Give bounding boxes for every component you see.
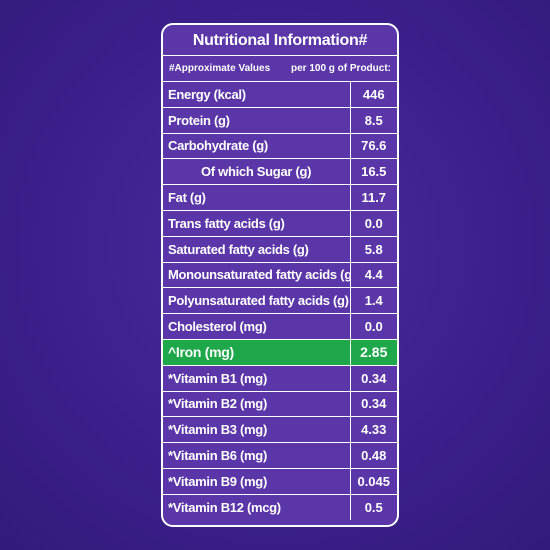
nutrient-name: Protein (g)	[163, 106, 350, 134]
nutrient-name: *Vitamin B1 (mg)	[163, 364, 350, 392]
nutrient-value: 4.33	[349, 416, 397, 443]
table-row: *Vitamin B3 (mg) 4.33	[163, 416, 397, 443]
nutrient-name: Fat (g)	[163, 184, 350, 211]
table-row: Fat (g) 11.7	[163, 184, 397, 211]
nutrient-name: *Vitamin B9 (mg)	[163, 467, 350, 495]
nutrient-value: 0.0	[349, 209, 397, 237]
table-row: Trans fatty acids (g) 0.0	[163, 209, 397, 237]
table-row: Energy (kcal) 446	[163, 81, 397, 108]
table-row: *Vitamin B1 (mg) 0.34	[163, 364, 397, 392]
nutrient-name: Trans fatty acids (g)	[163, 209, 350, 237]
nutrient-name: *Vitamin B2 (mg)	[163, 390, 350, 417]
nutrient-name: *Vitamin B3 (mg)	[163, 416, 350, 443]
table-row: *Vitamin B9 (mg) 0.045	[163, 467, 397, 495]
subheader: #Approximate Values per 100 g of Product…	[163, 55, 397, 81]
nutrient-name: Carbohydrate (g)	[163, 132, 350, 159]
nutrient-value: 2.85	[349, 338, 397, 366]
nutrient-value: 16.5	[349, 158, 397, 185]
nutrient-value: 76.6	[349, 132, 397, 159]
table-row: Saturated fatty acids (g) 5.8	[163, 235, 397, 263]
table-row: Polyunsaturated fatty acids (g) 1.4	[163, 287, 397, 314]
nutrient-value: 11.7	[349, 184, 397, 211]
nutrient-value: 0.5	[349, 493, 397, 521]
nutrient-name: Cholesterol (mg)	[163, 313, 350, 340]
table-row: Protein (g) 8.5	[163, 106, 397, 134]
nutrient-value: 0.34	[349, 390, 397, 417]
table-row: Carbohydrate (g) 76.6	[163, 132, 397, 159]
nutrient-name: Energy (kcal)	[163, 81, 350, 108]
nutrient-name: ^Iron (mg)	[163, 338, 350, 366]
table-row: *Vitamin B2 (mg) 0.34	[163, 390, 397, 417]
panel-title: Nutritional Information#	[192, 32, 368, 49]
nutrient-value: 446	[349, 81, 397, 108]
nutrient-value: 5.8	[349, 235, 397, 263]
nutrient-value: 4.4	[349, 261, 397, 288]
nutrition-table: Energy (kcal) 446 Protein (g) 8.5 Carboh…	[163, 81, 397, 521]
nutrient-value: 8.5	[349, 106, 397, 134]
nutrient-value: 0.48	[349, 442, 397, 469]
nutrition-panel: Nutritional Information# #Approximate Va…	[161, 23, 399, 527]
table-row-highlighted: ^Iron (mg) 2.85	[163, 338, 397, 366]
nutrient-value: 0.0	[349, 313, 397, 340]
table-row: *Vitamin B12 (mcg) 0.5	[163, 493, 397, 521]
table-row: Monounsaturated fatty acids (g) 4.4	[163, 261, 397, 288]
table-row: *Vitamin B6 (mg) 0.48	[163, 442, 397, 469]
subheader-right: per 100 g of Product:	[290, 63, 391, 74]
nutrient-name: Saturated fatty acids (g)	[163, 235, 350, 263]
table-row: Cholesterol (mg) 0.0	[163, 313, 397, 340]
table-row: Of which Sugar (g) 16.5	[163, 158, 397, 185]
nutrient-name: Monounsaturated fatty acids (g)	[163, 261, 350, 288]
nutrient-value: 1.4	[349, 287, 397, 314]
nutrient-value: 0.045	[349, 467, 397, 495]
nutrient-value: 0.34	[349, 364, 397, 392]
nutrient-name: *Vitamin B6 (mg)	[163, 442, 350, 469]
nutrient-name: *Vitamin B12 (mcg)	[163, 493, 350, 521]
nutrient-name: Polyunsaturated fatty acids (g)	[163, 287, 350, 314]
subheader-left: #Approximate Values	[169, 63, 271, 74]
nutrient-name: Of which Sugar (g)	[163, 158, 350, 185]
